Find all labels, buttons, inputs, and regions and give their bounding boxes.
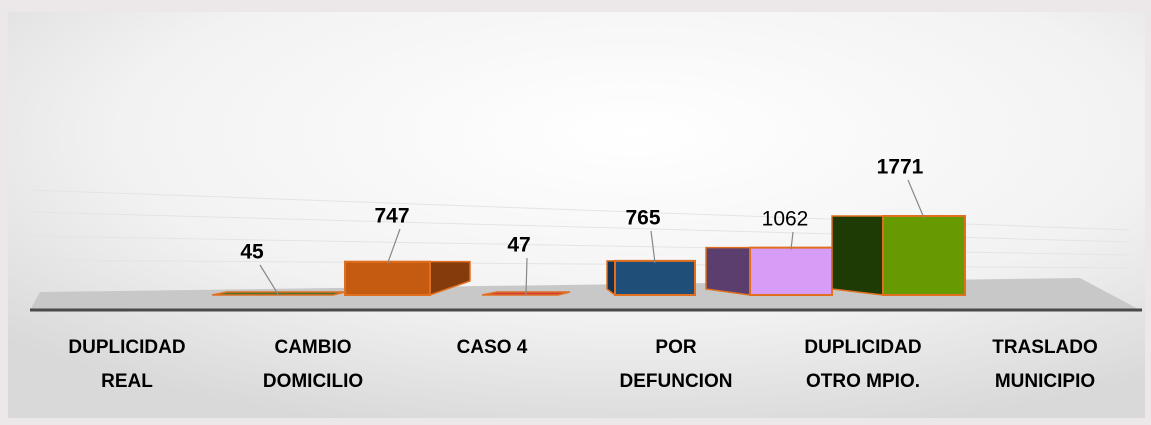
bar bbox=[614, 259, 696, 296]
bar bbox=[749, 246, 833, 297]
leader-line bbox=[790, 231, 794, 250]
x-tick-label: CAMBIO bbox=[274, 337, 351, 358]
x-tick-label: MUNICIPIO bbox=[995, 371, 1095, 392]
bar bbox=[344, 260, 431, 297]
x-tick-label: DEFUNCION bbox=[620, 371, 733, 392]
bar-side bbox=[705, 246, 751, 296]
x-tick-label: OTRO MPIO. bbox=[806, 371, 920, 392]
x-tick-label: DUPLICIDAD bbox=[68, 337, 185, 358]
bar bbox=[211, 291, 346, 296]
x-tick-label: CASO 4 bbox=[457, 337, 528, 358]
x-tick-label: POR bbox=[655, 337, 696, 358]
leader-line bbox=[386, 228, 401, 264]
bar-side bbox=[831, 215, 884, 296]
x-tick-label: DUPLICIDAD bbox=[804, 337, 921, 358]
leader-line bbox=[650, 230, 656, 263]
value-label: 1771 bbox=[877, 156, 924, 179]
x-tick-label: DOMICILIO bbox=[263, 371, 363, 392]
x-tick-label: TRASLADO bbox=[992, 337, 1098, 358]
leader-line bbox=[907, 179, 925, 219]
value-label: 1062 bbox=[762, 208, 809, 231]
value-label: 765 bbox=[625, 207, 660, 230]
bar bbox=[882, 215, 966, 296]
value-label: 747 bbox=[374, 205, 409, 228]
value-label: 45 bbox=[240, 241, 264, 264]
leader-line bbox=[525, 257, 528, 295]
value-label: 47 bbox=[507, 234, 530, 257]
leader-line bbox=[259, 264, 280, 296]
bar-side bbox=[606, 260, 616, 297]
x-tick-label: REAL bbox=[101, 371, 153, 392]
